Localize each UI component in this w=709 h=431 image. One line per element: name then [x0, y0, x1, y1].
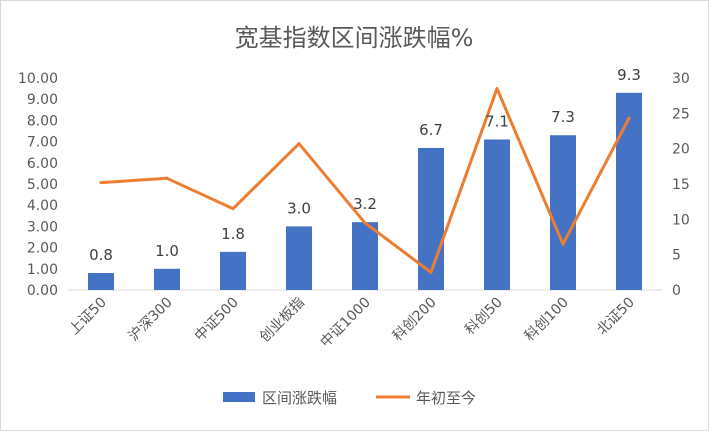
right-axis: 0 5 10 15 20 25 30 — [672, 71, 690, 299]
legend-label-bar: 区间涨跌幅 — [262, 389, 337, 407]
bar-value-label: 3.0 — [287, 199, 311, 217]
bar — [220, 251, 246, 290]
right-tick-label: 30 — [672, 71, 690, 87]
left-tick-label: 8.00 — [27, 113, 58, 129]
data-labels: 0.8 1.0 1.8 3.0 3.2 6.7 7.1 7.3 9.3 — [89, 66, 641, 264]
line-point — [99, 181, 103, 185]
left-axis: 0.00 1.00 2.00 3.00 4.00 5.00 6.00 7.00 8.00 9.00… — [18, 71, 58, 299]
line-point — [231, 207, 235, 211]
line-point — [165, 176, 169, 180]
bar-value-label: 7.3 — [551, 108, 575, 126]
left-tick-label: 2.00 — [27, 241, 58, 257]
bar — [286, 226, 312, 290]
bar-value-label: 1.0 — [155, 242, 179, 260]
left-tick-label: 9.00 — [27, 92, 58, 108]
bar-value-label: 9.3 — [617, 66, 641, 84]
right-tick-label: 20 — [672, 142, 690, 158]
bar-value-label: 1.8 — [221, 225, 245, 243]
bar-value-label: 7.1 — [485, 112, 509, 130]
right-tick-label: 25 — [672, 106, 690, 122]
left-tick-label: 0.00 — [27, 283, 58, 299]
bar — [550, 135, 576, 290]
line-point — [561, 242, 565, 246]
left-tick-label: 6.00 — [27, 156, 58, 172]
right-tick-label: 10 — [672, 212, 690, 228]
bar — [616, 92, 642, 290]
line-point — [429, 270, 433, 274]
bar-value-label: 6.7 — [419, 121, 443, 139]
left-tick-label: 7.00 — [27, 135, 58, 151]
legend-swatch-bar — [223, 392, 255, 402]
right-tick-label: 15 — [672, 177, 690, 193]
left-tick-label: 3.00 — [27, 219, 58, 235]
line-point — [495, 87, 499, 91]
line-point — [363, 221, 367, 225]
chart-title: 宽基指数区间涨跌幅% — [235, 24, 474, 52]
bar-value-label: 3.2 — [353, 195, 377, 213]
legend: 区间涨跌幅 年初至今 — [223, 389, 476, 407]
bar — [88, 273, 114, 290]
left-tick-label: 1.00 — [27, 262, 58, 278]
line-point — [297, 142, 301, 146]
legend-label-line: 年初至今 — [416, 389, 476, 407]
bar-value-label: 0.8 — [89, 246, 113, 264]
bar — [352, 222, 378, 290]
bar — [154, 268, 180, 290]
bar — [484, 139, 510, 290]
line-series — [99, 87, 631, 274]
left-tick-label: 4.00 — [27, 198, 58, 214]
right-tick-label: 5 — [672, 248, 681, 264]
right-tick-label: 0 — [672, 283, 681, 299]
left-tick-label: 10.00 — [18, 71, 58, 87]
line-point — [627, 116, 631, 120]
left-tick-label: 5.00 — [27, 177, 58, 193]
bar-series — [88, 92, 642, 290]
